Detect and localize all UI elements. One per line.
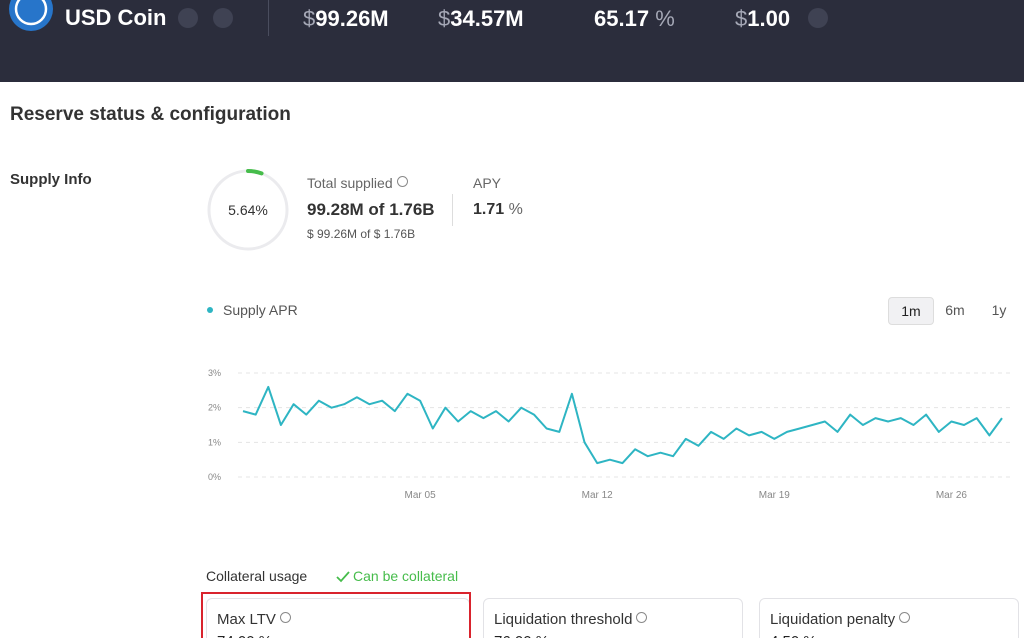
collateral-label: Collateral usage [206, 568, 308, 584]
apy-unit: % [508, 201, 523, 218]
x-tick-label: Mar 05 [405, 490, 437, 501]
header-stat: $34.57M [438, 6, 524, 32]
divider [268, 0, 269, 36]
legend-label: Supply APR [223, 302, 298, 318]
divider [452, 194, 453, 226]
link-button[interactable] [178, 8, 198, 28]
collateral-status: Can be collateral [353, 568, 459, 584]
y-tick-label: 2% [208, 403, 221, 413]
gauge-label: 5.64% [228, 202, 268, 218]
card-value: 74.00 % [217, 633, 272, 638]
stat-value: 1.00 [747, 6, 791, 31]
stat-value: 65.17 [594, 6, 650, 31]
check-icon [336, 571, 350, 583]
stat-prefix: $ [735, 6, 748, 31]
apy-value: 1.71 % [473, 201, 523, 219]
param-card: Liquidation threshold 76.00 % [483, 598, 743, 638]
apy-number: 1.71 [473, 201, 505, 218]
asset-name: USD Coin [65, 5, 167, 30]
info-icon[interactable] [279, 612, 291, 623]
asset-icon [9, 0, 53, 31]
range-button[interactable]: 6m [945, 302, 965, 318]
stat-prefix: $ [438, 6, 451, 31]
chart: Supply APR 0% 1% 2% 3% Mar 05 Mar 12 Mar 19 Mar … [207, 302, 1010, 501]
y-tick-label: 3% [208, 368, 221, 378]
data-line [242, 385, 1003, 465]
card-label: Liquidation penalty [770, 611, 911, 628]
total-supplied-usd: $ 99.26M of $ 1.76B [307, 227, 416, 241]
info-icon[interactable] [396, 176, 408, 187]
x-tick-label: Mar 12 [582, 490, 614, 501]
total-supplied-label: Total supplied [307, 175, 408, 191]
gauge-arc [246, 169, 264, 176]
range-button[interactable]: 1m [888, 297, 934, 325]
card-label-text: Max LTV [217, 611, 276, 628]
param-card: Max LTV 74.00 % [206, 598, 470, 638]
highlight-box [201, 592, 471, 638]
label-text: Total supplied [307, 175, 393, 191]
supply-info-label: Supply Info [10, 171, 92, 188]
card-label-text: Liquidation penalty [770, 611, 896, 628]
stat-value: 34.57M [450, 6, 524, 31]
header-stat: 65.17 % [594, 6, 675, 32]
header-stat: $1.00 [735, 6, 790, 32]
y-tick-label: 1% [208, 437, 221, 447]
x-tick-label: Mar 26 [936, 490, 968, 501]
card-label-text: Liquidation threshold [494, 611, 633, 628]
range-button[interactable]: 1y [991, 302, 1007, 318]
oracle-link[interactable] [808, 8, 828, 28]
utilization-gauge: 5.64% [207, 169, 289, 251]
param-card: Liquidation penalty 4.50 % [759, 598, 1019, 638]
stat-prefix: $ [303, 6, 316, 31]
legend-dot [207, 307, 213, 313]
stat-suffix: % [655, 6, 675, 31]
wallet-button[interactable] [213, 8, 233, 28]
info-icon[interactable] [636, 612, 648, 623]
card-value: 76.00 % [494, 633, 549, 638]
total-supplied: 99.28M of 1.76B [307, 200, 435, 219]
apy-label: APY [473, 175, 502, 191]
card-value: 4.50 % [770, 633, 817, 638]
card-label: Max LTV [217, 611, 291, 628]
header: USD Coin $99.26M $34.57M 65.17 % $1.00 [0, 0, 1024, 82]
info-icon[interactable] [899, 612, 911, 623]
section-title: Reserve status & configuration [10, 104, 291, 125]
header-stat: $99.26M [303, 6, 389, 32]
x-tick-label: Mar 19 [759, 490, 791, 501]
stat-value: 99.26M [315, 6, 389, 31]
y-tick-label: 0% [208, 472, 221, 482]
card-label: Liquidation threshold [494, 611, 648, 628]
